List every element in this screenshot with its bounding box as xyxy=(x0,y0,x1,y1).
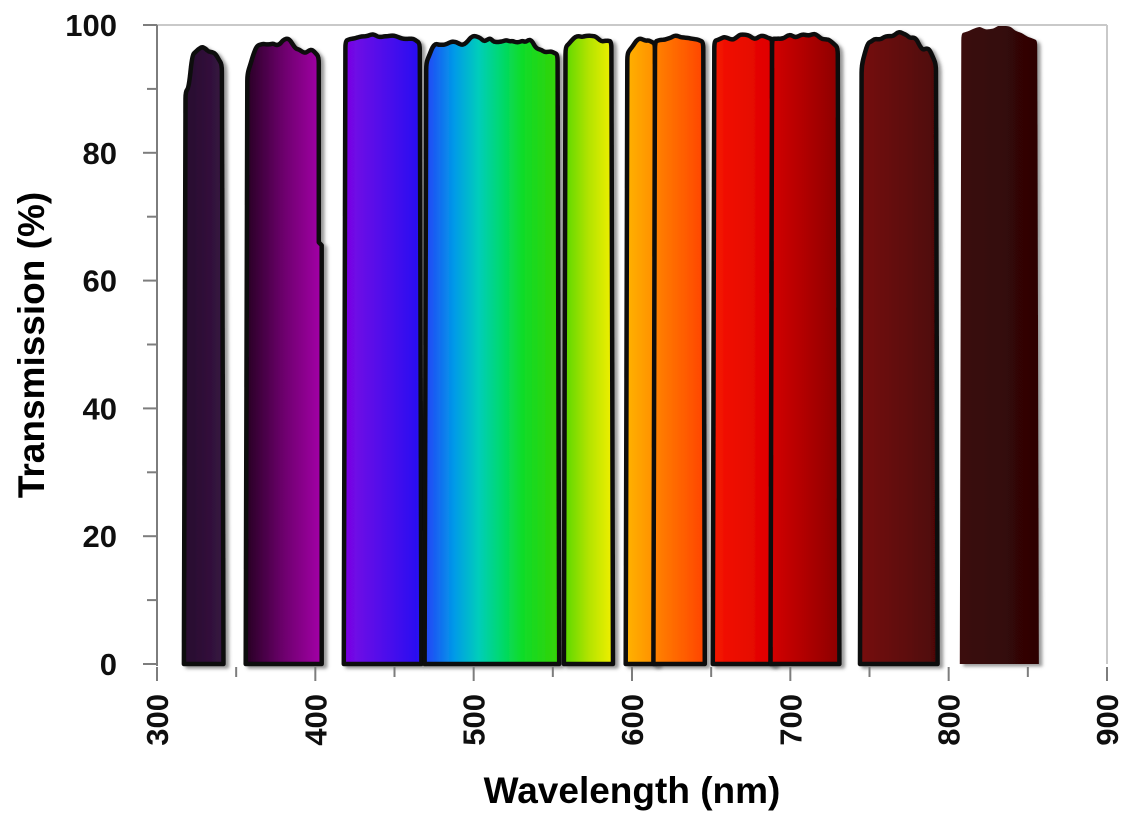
filter-band-nir-830 xyxy=(959,25,1039,664)
x-tick-label: 700 xyxy=(773,694,808,746)
filter-band-blue-440 xyxy=(341,32,424,667)
y-axis-title: Transmission (%) xyxy=(11,192,52,498)
filter-band-violet-380 xyxy=(243,36,324,667)
y-tick-label: 40 xyxy=(83,391,117,426)
filter-band-orange-605 xyxy=(623,36,659,667)
filter-band-uv-330 xyxy=(181,45,226,667)
y-tick-label: 0 xyxy=(100,647,117,682)
filter-band-cyan-green-510 xyxy=(422,33,562,667)
x-tick-label: 300 xyxy=(140,694,175,746)
y-tick-label: 80 xyxy=(83,136,117,171)
filter-band-dark-red-770 xyxy=(857,29,940,667)
y-tick-label: 60 xyxy=(83,264,117,299)
x-tick-label: 400 xyxy=(298,694,333,746)
filter-band-green-yellow-570 xyxy=(561,33,616,667)
filter-band-deep-red-710 xyxy=(768,31,842,667)
filter-band-red-670 xyxy=(710,32,776,667)
y-tick-label: 20 xyxy=(83,519,117,554)
filter-band-orange-red-630 xyxy=(651,33,708,667)
x-tick-label: 600 xyxy=(615,694,650,746)
x-tick-label: 500 xyxy=(457,694,492,746)
x-axis-title: Wavelength (nm) xyxy=(484,770,781,811)
y-tick-label: 100 xyxy=(65,8,117,43)
x-tick-label: 800 xyxy=(932,694,967,746)
x-tick-label: 900 xyxy=(1090,694,1125,746)
